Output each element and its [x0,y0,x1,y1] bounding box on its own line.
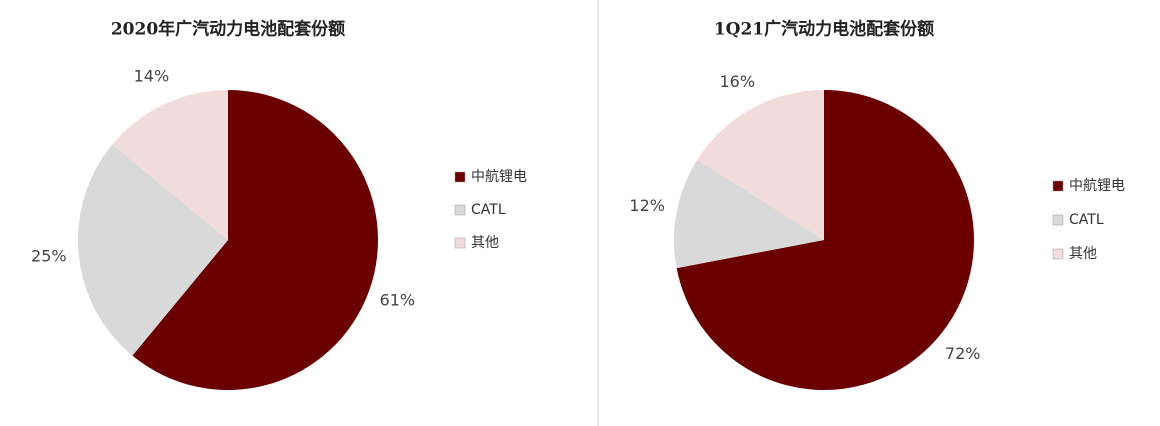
chart-title: 2020年广汽动力电池配套份额 [111,19,345,40]
pie-slice [112,90,228,240]
legend-swatch [1052,214,1064,226]
pie-slice [77,144,228,356]
pie-slice [132,90,378,390]
legend-swatch [1052,180,1064,192]
legend-label: 其他 [471,235,499,251]
legend-swatch [454,204,466,216]
pie-slice [697,90,824,240]
data-label: 25% [31,246,67,265]
chart-title: 1Q21广汽动力电池配套份额 [714,19,934,40]
data-label: 14% [134,67,170,86]
legend-swatch [1052,248,1064,260]
data-label: 61% [380,290,416,309]
legend-label: CATL [1069,212,1104,228]
legend-label: CATL [471,202,506,218]
legend-label: 其他 [1069,246,1097,262]
pie-slice [674,159,824,269]
legend-label: 中航锂电 [1069,178,1125,194]
data-label: 12% [629,196,665,215]
legend-swatch [454,237,466,249]
legend-label: 中航锂电 [471,169,527,185]
pie-slice [676,90,975,391]
legend-swatch [454,171,466,183]
data-label: 72% [945,344,981,363]
data-label: 16% [720,72,756,91]
